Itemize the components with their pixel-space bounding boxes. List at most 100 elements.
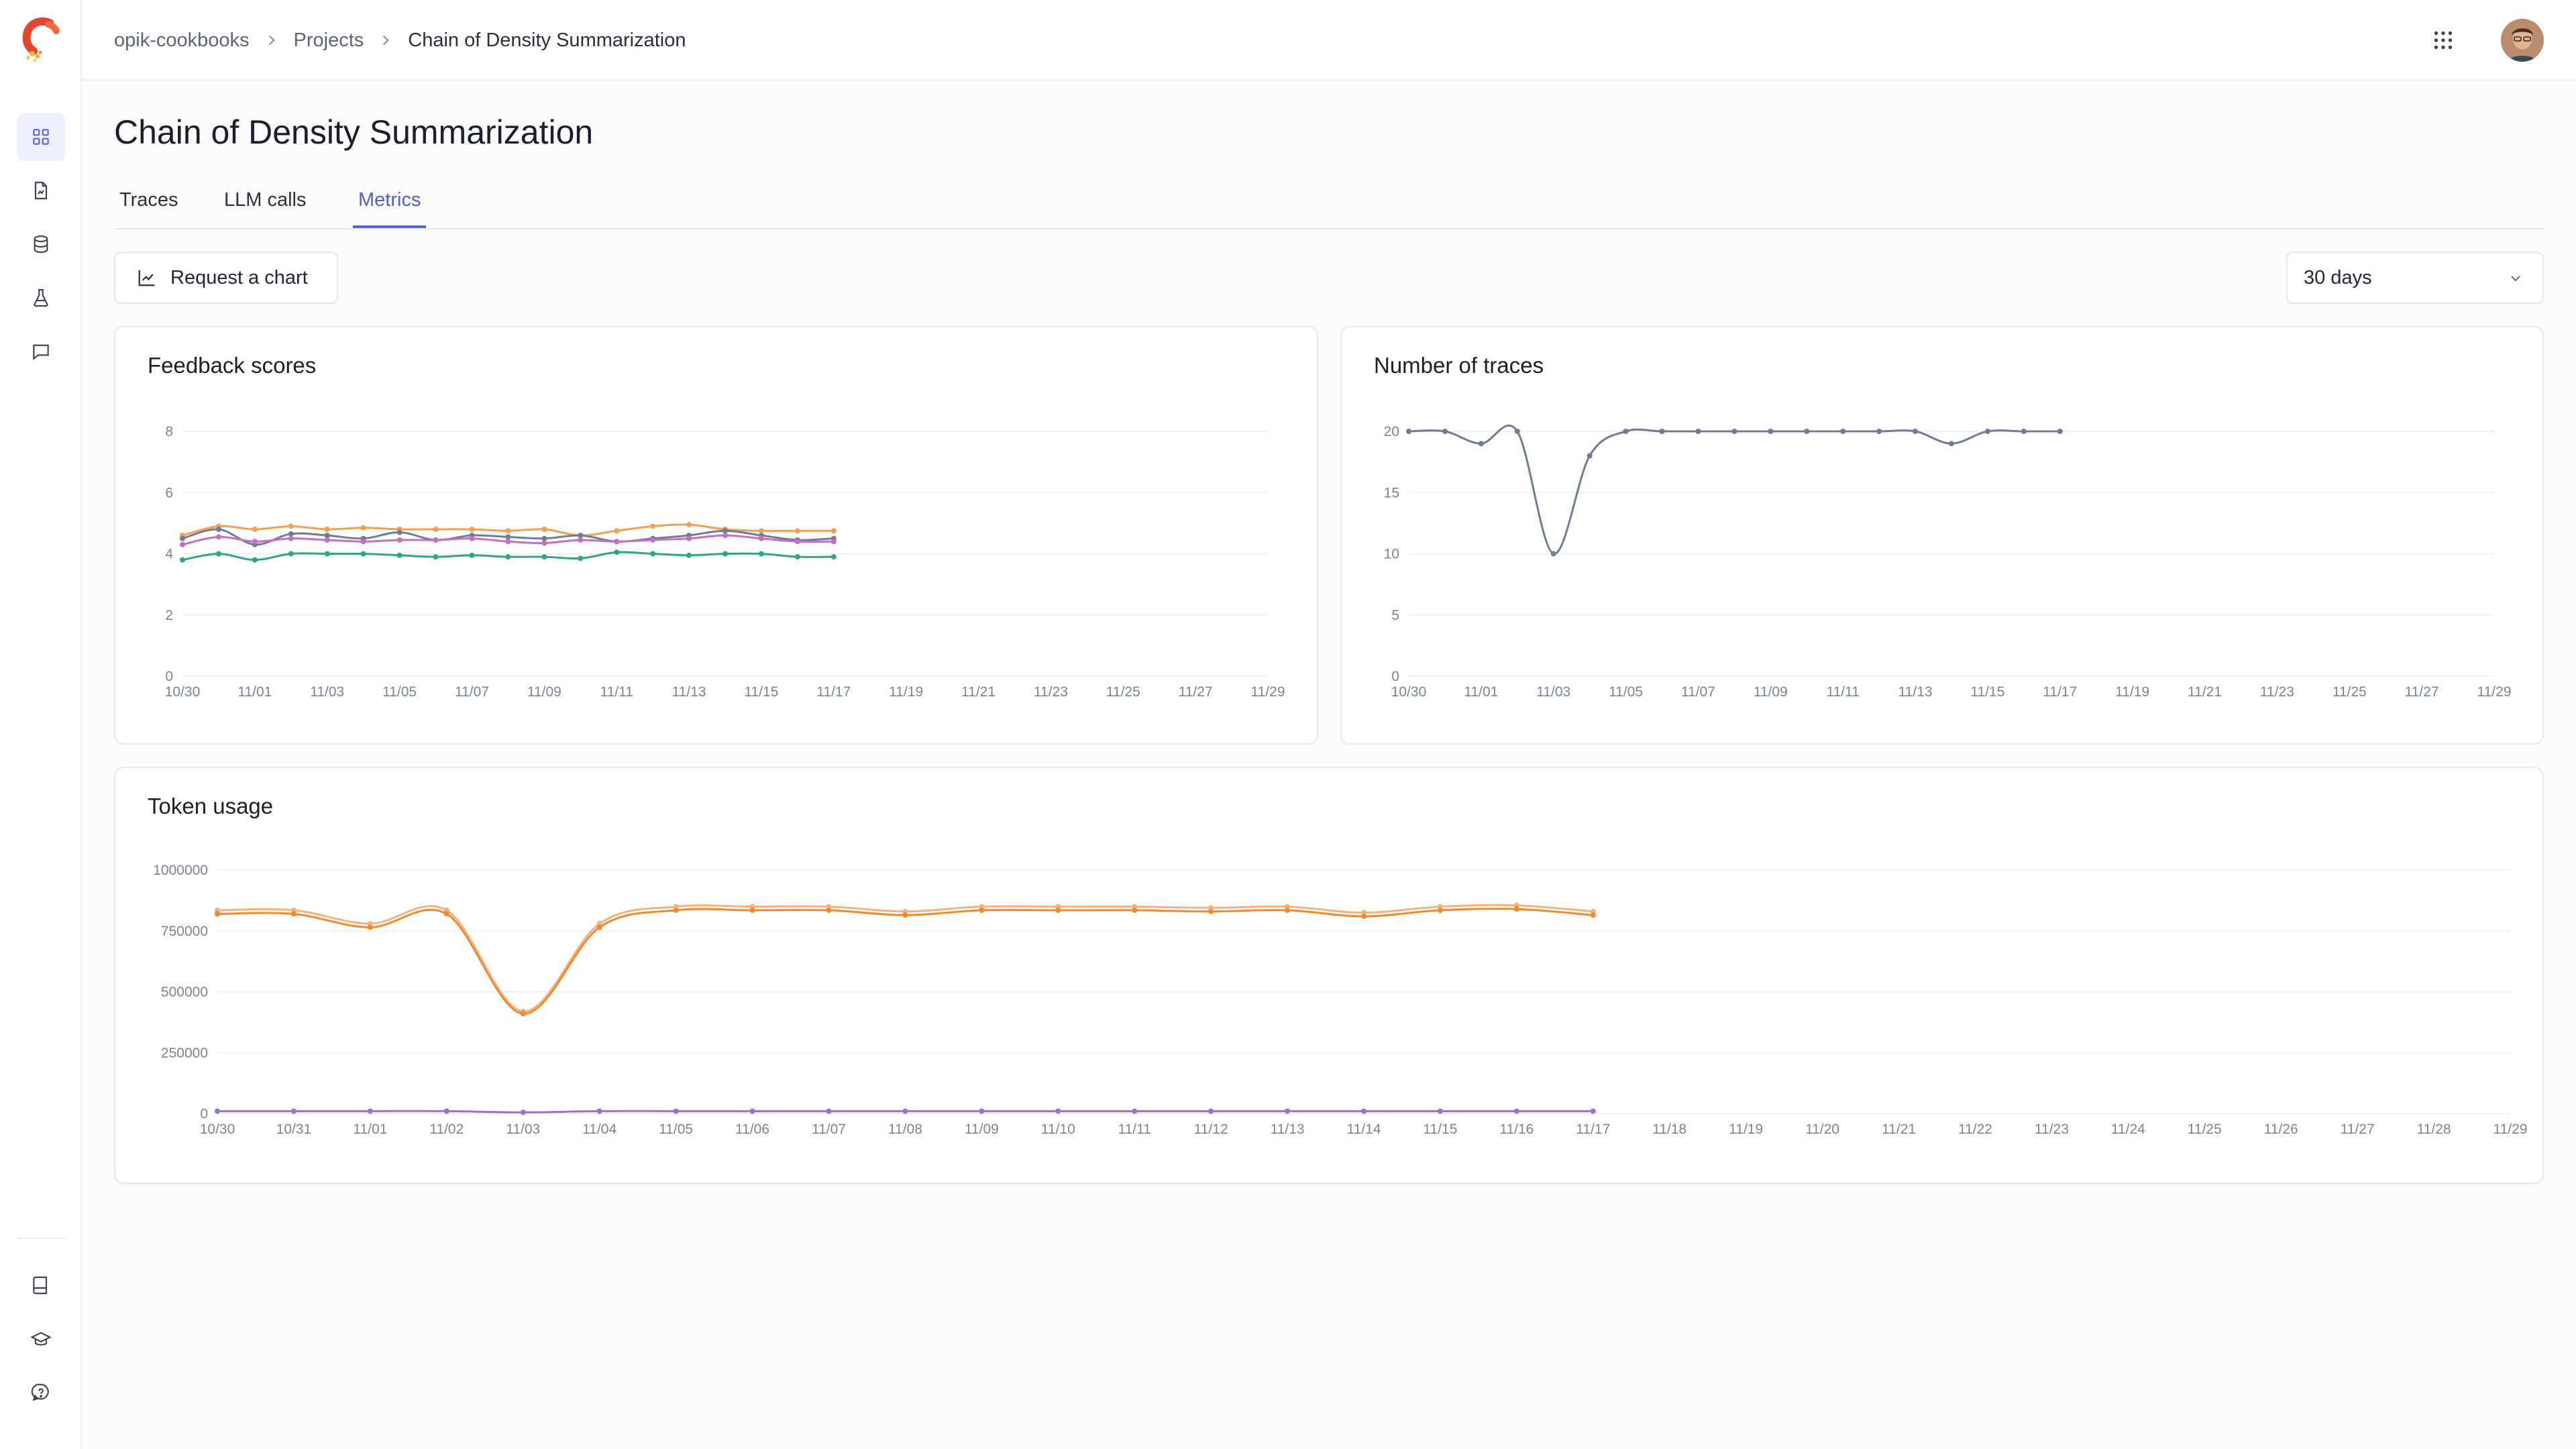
- apps-grid-icon[interactable]: [2431, 28, 2455, 52]
- data-point[interactable]: [1550, 551, 1556, 557]
- data-point[interactable]: [1442, 429, 1448, 434]
- data-point[interactable]: [614, 549, 620, 555]
- data-point[interactable]: [1055, 907, 1061, 913]
- data-point[interactable]: [215, 911, 220, 917]
- data-point[interactable]: [1949, 441, 1954, 447]
- data-point[interactable]: [469, 535, 475, 541]
- data-point[interactable]: [1285, 907, 1291, 913]
- data-point[interactable]: [1208, 908, 1214, 914]
- data-point[interactable]: [1514, 429, 1520, 434]
- data-point[interactable]: [1437, 907, 1443, 913]
- data-point[interactable]: [614, 539, 620, 545]
- data-point[interactable]: [1695, 429, 1701, 434]
- data-point[interactable]: [902, 912, 908, 918]
- sidebar-item-experiments[interactable]: [17, 274, 65, 322]
- data-point[interactable]: [288, 535, 294, 541]
- data-point[interactable]: [826, 1108, 832, 1114]
- data-point[interactable]: [830, 539, 837, 545]
- data-point[interactable]: [1285, 1108, 1291, 1114]
- data-point[interactable]: [794, 539, 800, 545]
- data-point[interactable]: [2021, 429, 2027, 434]
- data-point[interactable]: [252, 527, 258, 532]
- data-point[interactable]: [360, 551, 366, 557]
- data-point[interactable]: [215, 534, 221, 540]
- data-point[interactable]: [180, 557, 185, 563]
- data-point[interactable]: [578, 533, 584, 539]
- data-point[interactable]: [215, 527, 221, 532]
- data-point[interactable]: [520, 1011, 526, 1017]
- data-point[interactable]: [673, 907, 679, 913]
- data-point[interactable]: [722, 533, 728, 539]
- data-point[interactable]: [686, 552, 692, 558]
- data-point[interactable]: [1731, 429, 1737, 434]
- data-point[interactable]: [1437, 1108, 1443, 1114]
- data-point[interactable]: [1804, 429, 1810, 434]
- data-point[interactable]: [252, 539, 258, 545]
- data-point[interactable]: [1913, 429, 1919, 434]
- data-point[interactable]: [826, 907, 832, 913]
- data-point[interactable]: [1132, 907, 1138, 913]
- avatar[interactable]: [2501, 19, 2544, 62]
- data-point[interactable]: [396, 529, 402, 535]
- data-point[interactable]: [794, 554, 800, 560]
- data-point[interactable]: [650, 537, 656, 543]
- data-point[interactable]: [2057, 429, 2063, 434]
- data-point[interactable]: [290, 911, 297, 917]
- data-point[interactable]: [1513, 906, 1519, 912]
- data-point[interactable]: [433, 554, 439, 560]
- data-point[interactable]: [614, 528, 620, 534]
- date-range-select[interactable]: 30 days: [2286, 252, 2544, 304]
- breadcrumb-workspace[interactable]: opik-cookbooks: [114, 29, 250, 51]
- data-point[interactable]: [505, 539, 511, 545]
- data-point[interactable]: [288, 523, 294, 529]
- data-point[interactable]: [1590, 912, 1596, 918]
- sidebar-item-datasets[interactable]: [17, 220, 65, 268]
- data-point[interactable]: [180, 541, 185, 547]
- data-point[interactable]: [288, 551, 294, 557]
- sidebar-item-projects[interactable]: [17, 166, 65, 215]
- data-point[interactable]: [469, 527, 475, 532]
- sidebar-item-docs[interactable]: [17, 1261, 65, 1309]
- data-point[interactable]: [794, 528, 800, 534]
- data-point[interactable]: [758, 535, 764, 541]
- data-point[interactable]: [650, 523, 656, 529]
- data-point[interactable]: [1623, 429, 1629, 434]
- data-point[interactable]: [324, 527, 330, 532]
- data-point[interactable]: [396, 552, 402, 558]
- data-point[interactable]: [433, 527, 439, 532]
- opik-logo-icon[interactable]: [19, 16, 62, 63]
- data-point[interactable]: [1840, 429, 1846, 434]
- data-point[interactable]: [650, 551, 656, 557]
- data-point[interactable]: [215, 1108, 220, 1114]
- data-point[interactable]: [1055, 1108, 1061, 1114]
- data-point[interactable]: [979, 1108, 985, 1114]
- data-point[interactable]: [1361, 913, 1366, 919]
- data-point[interactable]: [830, 554, 837, 560]
- data-point[interactable]: [443, 911, 449, 917]
- data-point[interactable]: [1984, 429, 1990, 434]
- sidebar-item-feedback[interactable]: [17, 327, 65, 376]
- data-point[interactable]: [1513, 1108, 1519, 1114]
- data-point[interactable]: [749, 1108, 755, 1114]
- data-point[interactable]: [288, 531, 294, 537]
- data-point[interactable]: [722, 551, 728, 557]
- data-point[interactable]: [1208, 1108, 1214, 1114]
- data-point[interactable]: [396, 537, 402, 543]
- data-point[interactable]: [520, 1110, 526, 1116]
- data-point[interactable]: [505, 528, 511, 534]
- data-point[interactable]: [1478, 441, 1484, 447]
- data-point[interactable]: [541, 535, 547, 541]
- series-line[interactable]: [1408, 424, 2060, 555]
- data-point[interactable]: [830, 528, 837, 534]
- data-point[interactable]: [541, 527, 547, 532]
- data-point[interactable]: [686, 535, 692, 541]
- data-point[interactable]: [541, 554, 547, 560]
- tab-llm-calls[interactable]: LLM calls: [224, 189, 307, 211]
- data-point[interactable]: [758, 551, 764, 557]
- data-point[interactable]: [324, 537, 330, 543]
- data-point[interactable]: [749, 907, 755, 913]
- data-point[interactable]: [1361, 1108, 1366, 1114]
- data-point[interactable]: [443, 1108, 449, 1114]
- data-point[interactable]: [180, 535, 185, 541]
- data-point[interactable]: [367, 1108, 373, 1114]
